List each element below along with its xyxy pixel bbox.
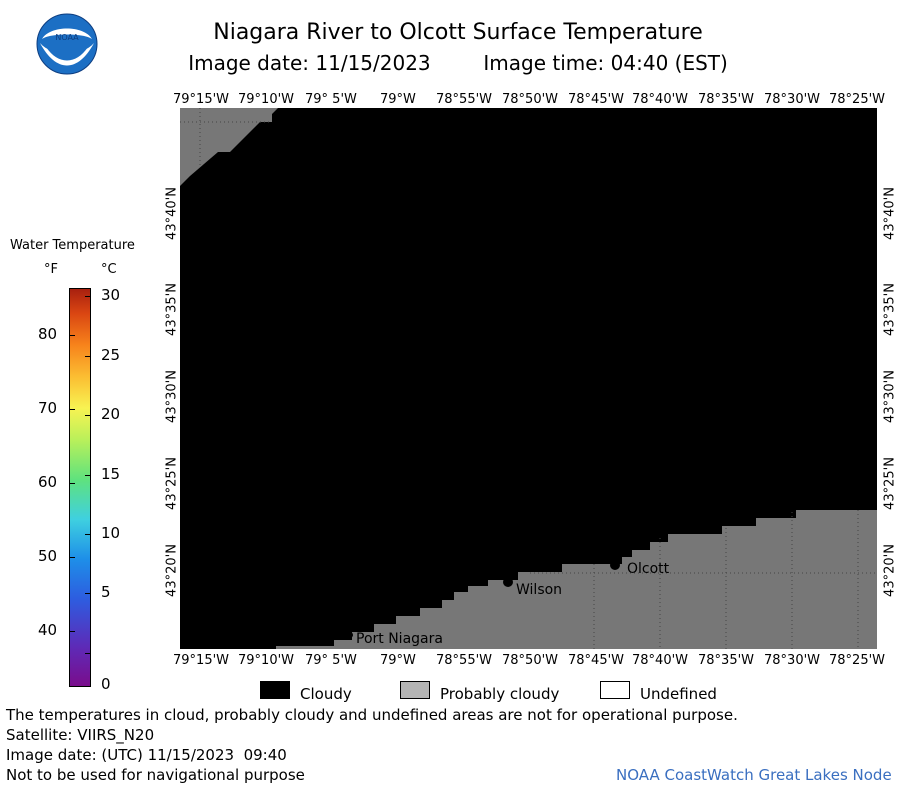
footer-utc-date: Image date: (UTC) 11/15/2023 09:40 bbox=[6, 746, 287, 764]
lat-label-right: 43°25'N bbox=[882, 457, 898, 510]
c-tick-label: 5 bbox=[101, 583, 111, 601]
c-tick-label: 25 bbox=[101, 346, 121, 364]
lat-label-left: 43°40'N bbox=[164, 187, 180, 240]
lon-label-bottom: 78°55'W bbox=[436, 653, 493, 668]
lon-label-bottom: 78°30'W bbox=[764, 653, 821, 668]
colorbar-unit-f: °F bbox=[44, 262, 58, 277]
satellite-map: Olcott Wilson Port Niagara bbox=[180, 108, 877, 649]
lat-label-left: 43°25'N bbox=[164, 457, 180, 510]
legend-label-probably-cloudy: Probably cloudy bbox=[440, 685, 560, 703]
lat-label-left: 43°30'N bbox=[164, 370, 180, 423]
noaa-logo: NOAA bbox=[36, 13, 98, 75]
lat-label-left: 43°20'N bbox=[164, 544, 180, 597]
lon-label-bottom: 79° 5'W bbox=[305, 653, 357, 668]
legend-label-cloudy: Cloudy bbox=[300, 685, 352, 703]
cloudy-area bbox=[180, 108, 877, 649]
f-tick-label: 60 bbox=[38, 473, 58, 491]
lon-label-bottom: 78°35'W bbox=[698, 653, 755, 668]
f-tick-label: 70 bbox=[38, 399, 58, 417]
lon-label-bottom: 78°45'W bbox=[568, 653, 625, 668]
lon-label-top: 78°50'W bbox=[502, 92, 559, 107]
footer-credit: NOAA CoastWatch Great Lakes Node bbox=[616, 766, 892, 784]
lon-label-top: 78°25'W bbox=[829, 92, 886, 107]
wilson-marker bbox=[503, 577, 513, 587]
lon-label-top: 79°15'W bbox=[173, 92, 230, 107]
lon-label-top: 78°45'W bbox=[568, 92, 625, 107]
lon-label-top: 79°10'W bbox=[238, 92, 295, 107]
noaa-logo-text: NOAA bbox=[55, 33, 79, 42]
image-time: Image time: 04:40 (EST) bbox=[483, 51, 728, 75]
lon-label-top: 78°40'W bbox=[632, 92, 689, 107]
lon-label-bottom: 78°50'W bbox=[502, 653, 559, 668]
f-tick-label: 50 bbox=[38, 547, 58, 565]
lon-label-bottom: 78°40'W bbox=[632, 653, 689, 668]
legend-label-undefined: Undefined bbox=[640, 685, 717, 703]
legend-swatch-cloudy bbox=[260, 681, 290, 699]
place-label-wilson: Wilson bbox=[516, 582, 562, 598]
lon-label-top: 79° 5'W bbox=[305, 92, 357, 107]
temperature-colorbar bbox=[69, 288, 91, 687]
c-tick-label: 0 bbox=[101, 675, 111, 693]
place-label-port-niagara: Port Niagara bbox=[356, 631, 443, 647]
footer-disclaimer: The temperatures in cloud, probably clou… bbox=[6, 706, 738, 724]
f-tick-label: 80 bbox=[38, 325, 58, 343]
c-tick-label: 30 bbox=[101, 286, 121, 304]
lat-label-right: 43°20'N bbox=[882, 544, 898, 597]
lat-label-left: 43°35'N bbox=[164, 283, 180, 336]
legend-swatch-probably-cloudy bbox=[400, 681, 430, 699]
c-tick-label: 10 bbox=[101, 524, 121, 542]
c-tick-label: 15 bbox=[101, 465, 121, 483]
colorbar-title: Water Temperature bbox=[10, 238, 135, 253]
lon-label-bottom: 78°25'W bbox=[829, 653, 886, 668]
lon-label-bottom: 79°15'W bbox=[173, 653, 230, 668]
lon-label-bottom: 79°W bbox=[380, 653, 416, 668]
page-title: Niagara River to Olcott Surface Temperat… bbox=[213, 20, 703, 45]
footer-satellite: Satellite: VIIRS_N20 bbox=[6, 726, 155, 744]
lon-label-bottom: 79°10'W bbox=[238, 653, 295, 668]
lat-label-right: 43°40'N bbox=[882, 187, 898, 240]
place-label-olcott: Olcott bbox=[627, 561, 670, 577]
lon-label-top: 78°35'W bbox=[698, 92, 755, 107]
f-tick-label: 40 bbox=[38, 621, 58, 639]
c-tick-label: 20 bbox=[101, 405, 121, 423]
image-date: Image date: 11/15/2023 bbox=[188, 51, 431, 75]
port-niagara-marker bbox=[347, 632, 353, 638]
lon-label-top: 78°55'W bbox=[436, 92, 493, 107]
image-date-time: Image date: 11/15/2023 Image time: 04:40… bbox=[0, 51, 916, 75]
olcott-marker bbox=[610, 560, 620, 570]
lon-label-top: 79°W bbox=[380, 92, 416, 107]
legend-swatch-undefined bbox=[600, 681, 630, 699]
lat-label-right: 43°35'N bbox=[882, 283, 898, 336]
lat-label-right: 43°30'N bbox=[882, 370, 898, 423]
colorbar-unit-c: °C bbox=[101, 262, 117, 277]
footer-nav-warning: Not to be used for navigational purpose bbox=[6, 766, 305, 784]
lon-label-top: 78°30'W bbox=[764, 92, 821, 107]
